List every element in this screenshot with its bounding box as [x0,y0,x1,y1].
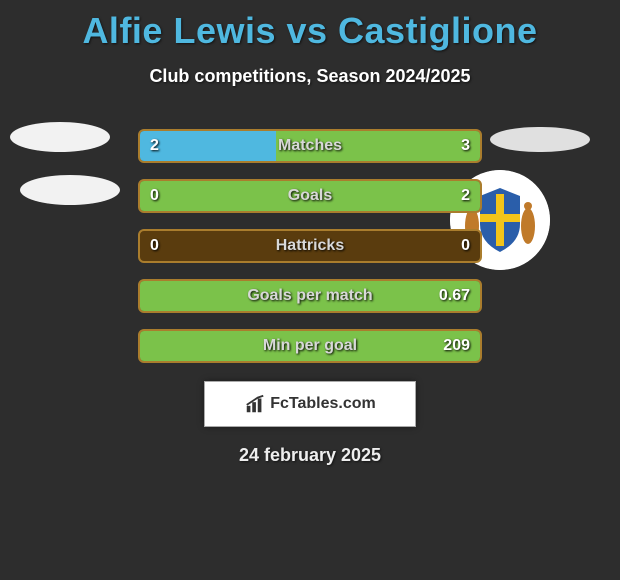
brand-box[interactable]: FcTables.com [204,381,416,427]
stat-left-value: 0 [150,181,159,211]
page-title: Alfie Lewis vs Castiglione [0,0,620,52]
stat-right-value: 209 [443,331,470,361]
stat-label: Min per goal [140,331,480,361]
stat-right-value: 0.67 [439,281,470,311]
stat-right-value: 0 [461,231,470,261]
page-subtitle: Club competitions, Season 2024/2025 [0,66,620,87]
stat-row-min-per-goal: Min per goal209 [138,329,482,363]
stat-row-hattricks: Hattricks0 0 [138,229,482,263]
stat-row-goals: Goals0 2 [138,179,482,213]
stat-label: Hattricks [140,231,480,261]
stat-right-value: 2 [461,181,470,211]
stat-label: Goals [140,181,480,211]
brand-text: FcTables.com [270,395,376,413]
player2-avatar-oval [490,127,590,152]
stat-row-matches: Matches2 3 [138,129,482,163]
stat-row-goals-per-match: Goals per match0.67 [138,279,482,313]
brand-label: FcTables.com [244,393,376,415]
stat-right-value: 3 [461,131,470,161]
stat-label: Goals per match [140,281,480,311]
brand-chart-icon [244,393,266,415]
stat-left-value: 0 [150,231,159,261]
stat-label: Matches [140,131,480,161]
player1-avatar-oval-2 [20,175,120,205]
date-line: 24 february 2025 [0,445,620,466]
stat-left-value: 2 [150,131,159,161]
player1-avatar-oval [10,122,110,152]
